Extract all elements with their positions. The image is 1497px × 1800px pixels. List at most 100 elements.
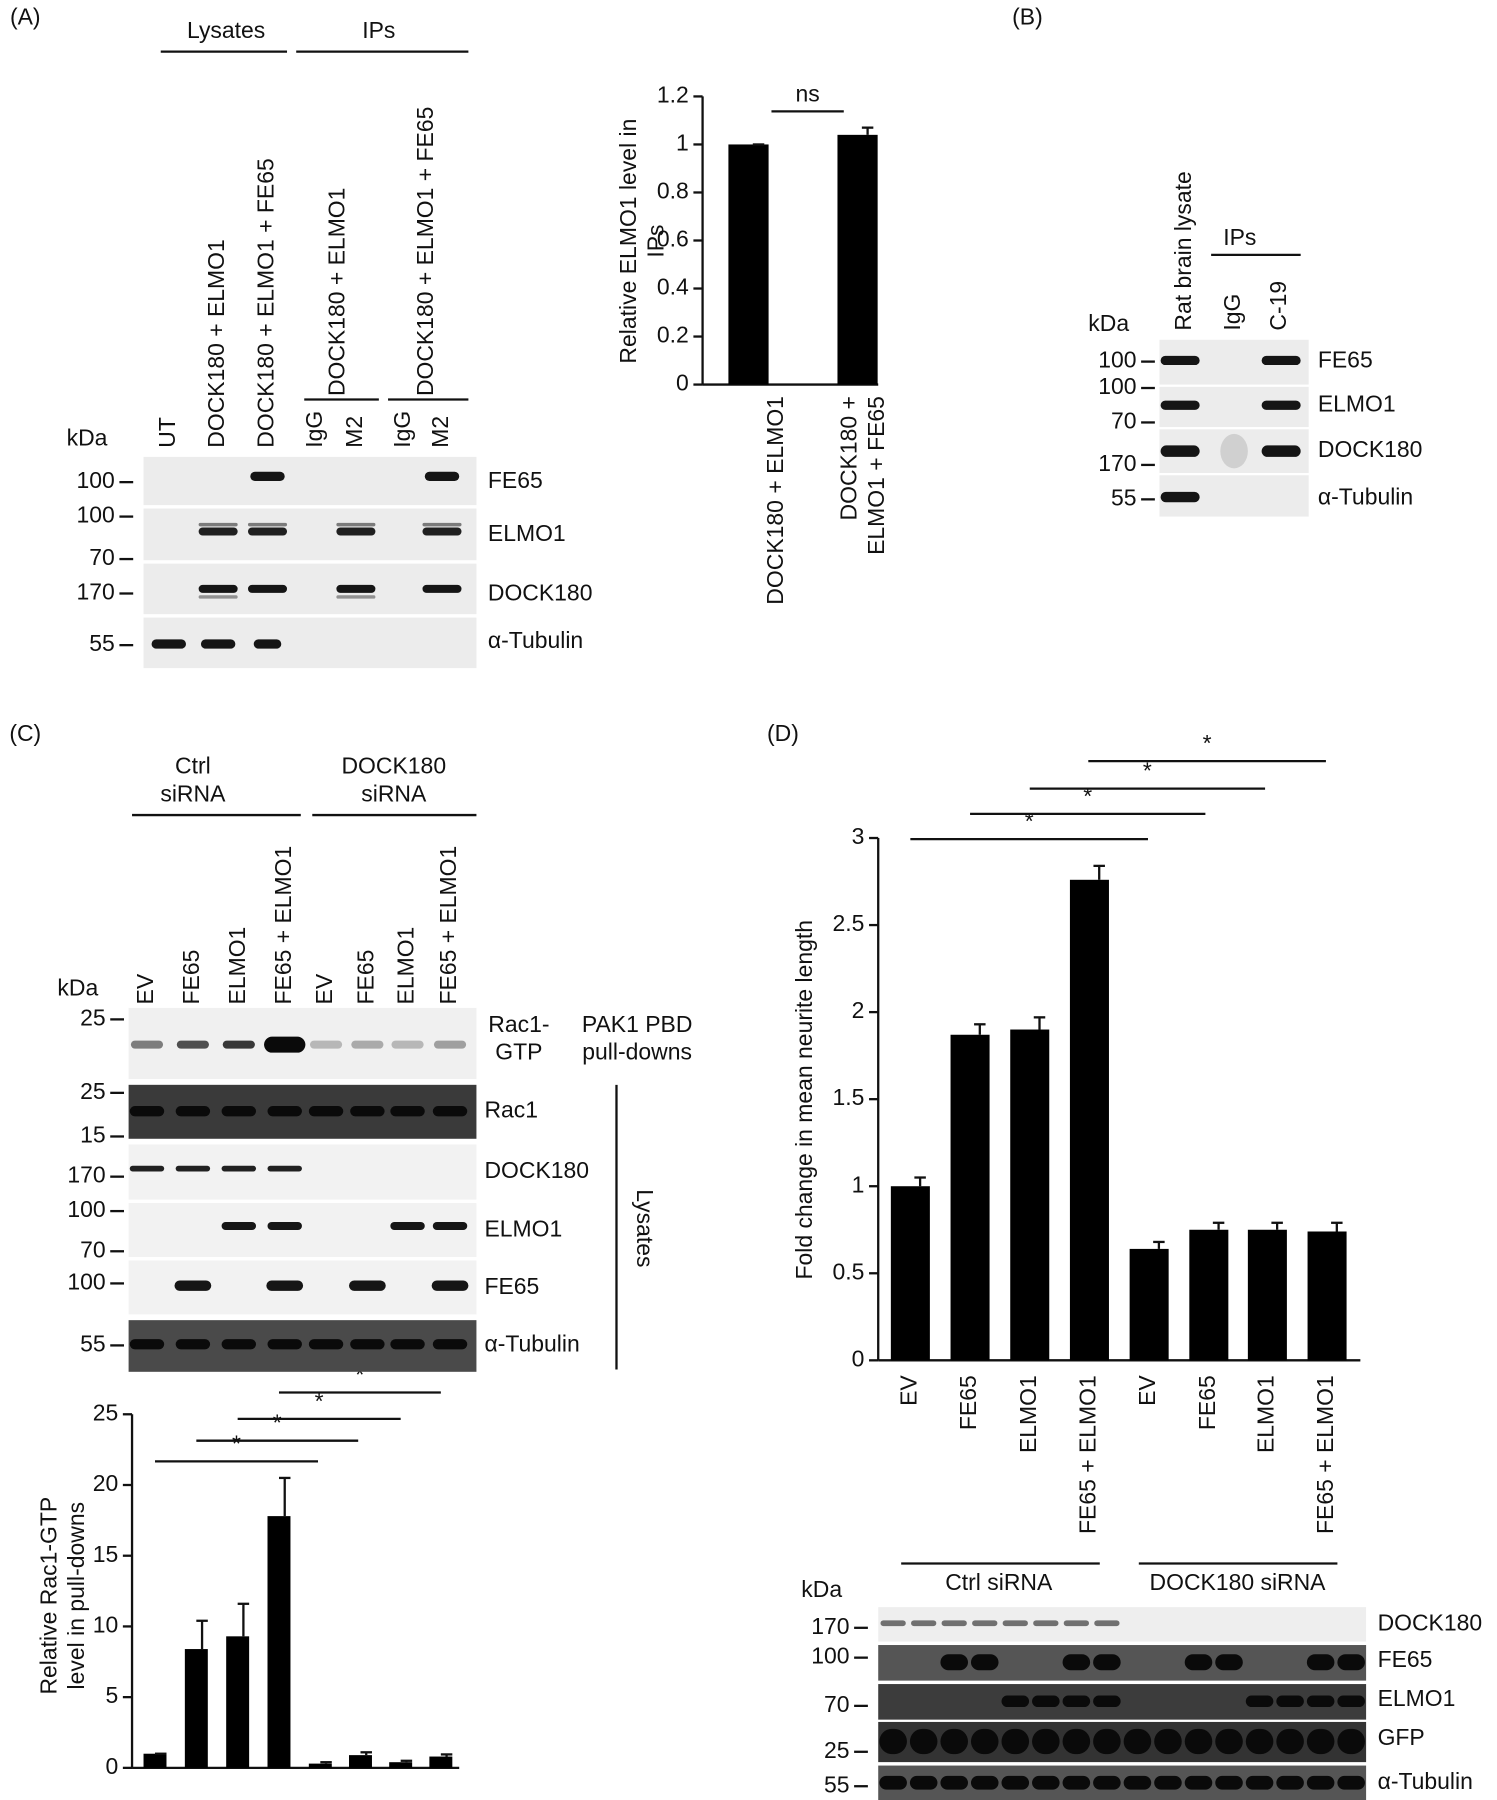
blot-band xyxy=(174,1280,212,1291)
lane-label: DOCK180 + ELMO1 xyxy=(203,239,229,447)
blot-band xyxy=(1337,1695,1365,1708)
blot-band xyxy=(1032,1775,1060,1790)
marker-label: 170 xyxy=(811,1613,849,1639)
blot-band xyxy=(336,595,376,599)
blot-band xyxy=(1306,1775,1335,1790)
blot-band xyxy=(940,1654,968,1671)
group-label: IPs xyxy=(362,17,395,43)
blot-band xyxy=(390,1339,425,1350)
row-label: α-Tubulin xyxy=(1378,1768,1473,1794)
row-label-group: PAK1 PBD pull-downs xyxy=(582,1013,693,1066)
blot-band xyxy=(1094,1620,1120,1627)
bar xyxy=(349,1755,372,1768)
marker-label: 170 xyxy=(77,579,115,605)
blot-band xyxy=(1062,1775,1091,1790)
blot-band xyxy=(422,584,462,593)
blot-strip xyxy=(143,617,477,669)
y-tick-label: 2 xyxy=(852,997,865,1023)
row-label-box: Rac1-GTP xyxy=(488,1012,550,1066)
bar xyxy=(950,1034,990,1361)
significance-label: * xyxy=(1143,758,1152,784)
bar xyxy=(1010,1029,1050,1361)
blot-strip xyxy=(128,1144,477,1200)
marker-label: 70 xyxy=(89,544,115,570)
blot-band xyxy=(266,1280,304,1291)
blot-band xyxy=(1093,1654,1121,1671)
marker-label: 15 xyxy=(80,1122,106,1148)
y-tick-label: 10 xyxy=(93,1611,119,1637)
blot-strip xyxy=(143,456,477,506)
blot-band xyxy=(432,1106,468,1117)
x-tick-label: EV xyxy=(895,1375,921,1406)
blot-band xyxy=(267,1339,302,1350)
blot-band xyxy=(151,639,186,649)
y-tick-label: 1 xyxy=(676,130,689,156)
group-label: Ctrl siRNA xyxy=(945,1569,1053,1595)
bar xyxy=(184,1649,208,1768)
blot-band xyxy=(336,584,376,593)
row-label-group: Rac1-GTP xyxy=(488,1012,550,1066)
marker-label: 100 xyxy=(1098,347,1136,373)
condition-label: DOCK180 + ELMO1 xyxy=(324,188,350,396)
significance-label: ns xyxy=(796,80,820,106)
blot-band xyxy=(253,639,282,649)
row-label: FE65 xyxy=(484,1273,539,1299)
blot-band xyxy=(1154,1775,1182,1790)
blot-band xyxy=(350,1339,385,1350)
lane-label: ELMO1 xyxy=(393,927,419,1005)
blot-band xyxy=(350,1106,385,1117)
bar xyxy=(429,1756,453,1768)
x-tick-label-box: DOCK180 + ELMO1 xyxy=(763,396,788,605)
y-tick-label: 15 xyxy=(93,1541,119,1567)
lane-label: M2 xyxy=(427,416,453,448)
y-axis-label: Fold change in mean neurite length xyxy=(791,920,817,1280)
lane-label: EV xyxy=(132,973,158,1004)
panel-label: (A) xyxy=(10,3,41,29)
bar xyxy=(1129,1248,1169,1361)
blot-band xyxy=(1062,1728,1091,1755)
marker-label: 70 xyxy=(1111,408,1137,434)
blot-band xyxy=(1063,1620,1089,1627)
significance-label: * xyxy=(273,1410,282,1436)
bar xyxy=(389,1762,413,1768)
blot-band xyxy=(1215,1775,1243,1790)
row-label: Rac1 xyxy=(484,1096,538,1122)
x-tick-label: FE65 + ELMO1 xyxy=(1312,1375,1338,1534)
group-label-box: Ctrl siRNA xyxy=(160,754,226,808)
blot-band xyxy=(336,522,376,527)
blot-band xyxy=(176,1040,209,1049)
error-bar xyxy=(237,1602,250,1637)
blot-band xyxy=(198,522,238,527)
blot-band xyxy=(424,471,460,481)
significance-label: * xyxy=(355,1361,364,1387)
group-label: DOCK180 siRNA xyxy=(341,754,447,808)
blot-band xyxy=(972,1620,998,1627)
blot-band xyxy=(909,1728,938,1755)
error-bar xyxy=(278,1476,291,1517)
row-label: DOCK180 xyxy=(484,1157,589,1183)
row-label: α-Tubulin xyxy=(1318,483,1413,509)
blot-band xyxy=(1123,1775,1152,1790)
blot-band xyxy=(1245,1695,1274,1708)
lane-label: IgG xyxy=(301,411,327,448)
marker-label: 25 xyxy=(80,1078,106,1104)
blot-band xyxy=(1062,1654,1091,1671)
x-tick-label: FE65 xyxy=(955,1375,981,1430)
blot-band xyxy=(1276,1728,1304,1755)
side-label: Lysates xyxy=(632,1189,658,1267)
lane-label: FE65 xyxy=(178,950,204,1005)
x-tick-label-group: DOCK180 + ELMO1 + FE65 xyxy=(837,396,890,555)
y-tick-label: 1.5 xyxy=(833,1084,865,1110)
group-label: DOCK180 siRNA xyxy=(1150,1569,1327,1595)
lane-label: ELMO1 xyxy=(224,927,250,1005)
blot-band xyxy=(1093,1728,1121,1755)
blot-band xyxy=(1337,1728,1365,1755)
row-label-box: PAK1 PBD pull-downs xyxy=(582,1013,693,1066)
blot-band xyxy=(1261,355,1301,366)
blot-band xyxy=(247,527,288,536)
row-label: Rac1-GTP xyxy=(488,1012,550,1066)
group-label: Ctrl siRNA xyxy=(160,754,226,808)
blot-band xyxy=(1160,445,1200,457)
error-bar xyxy=(974,1023,986,1035)
